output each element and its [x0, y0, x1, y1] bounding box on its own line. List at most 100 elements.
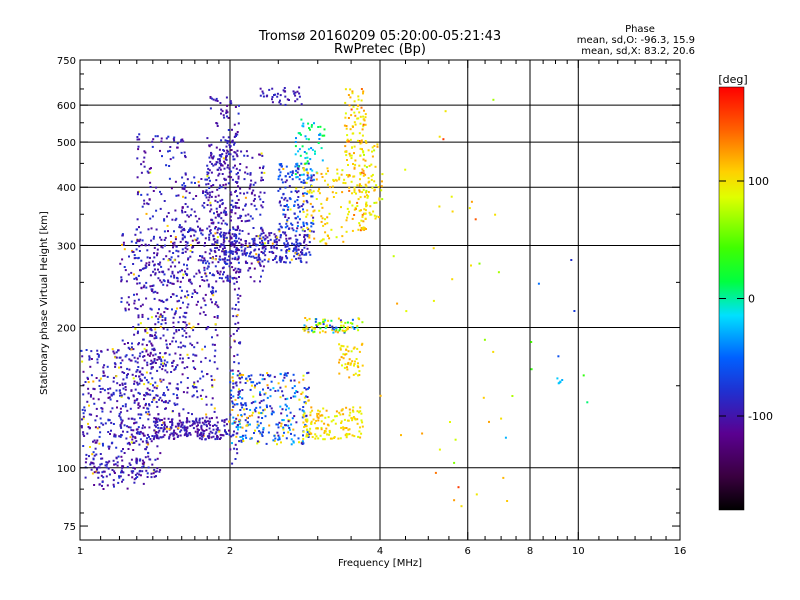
data-point — [261, 239, 263, 242]
data-point — [296, 191, 298, 194]
data-point — [189, 214, 192, 217]
data-point — [483, 338, 486, 341]
data-point — [284, 226, 287, 229]
data-point — [278, 101, 281, 104]
data-point — [358, 430, 361, 433]
data-point — [210, 97, 213, 100]
data-point — [92, 380, 95, 383]
data-point — [189, 281, 192, 284]
data-point — [308, 386, 310, 389]
data-point — [248, 255, 251, 258]
data-point — [368, 211, 371, 214]
data-point — [353, 363, 356, 365]
data-point — [320, 239, 323, 242]
data-point — [237, 308, 240, 311]
x-tick-label: 8 — [527, 546, 533, 557]
data-point — [230, 435, 233, 438]
data-point — [185, 311, 188, 314]
data-point — [249, 183, 252, 186]
data-point — [136, 431, 139, 434]
data-point — [120, 395, 123, 398]
data-point — [335, 192, 338, 194]
data-point — [170, 432, 173, 435]
data-point — [163, 422, 166, 425]
data-point — [182, 273, 185, 276]
data-point — [168, 165, 171, 167]
data-point — [136, 432, 139, 435]
data-point — [185, 430, 188, 433]
data-point — [93, 388, 96, 391]
data-point — [312, 418, 315, 421]
data-point — [152, 291, 155, 294]
data-point — [250, 374, 253, 377]
data-point — [375, 184, 378, 187]
data-point — [98, 442, 101, 445]
data-point — [261, 228, 264, 231]
data-point — [351, 146, 353, 149]
data-point — [273, 241, 276, 244]
data-point — [220, 217, 223, 220]
data-point — [292, 229, 295, 232]
data-point — [310, 420, 313, 423]
data-point — [243, 413, 246, 416]
data-point — [87, 426, 90, 428]
data-point — [180, 296, 183, 299]
data-point — [193, 420, 196, 423]
data-point — [322, 407, 325, 410]
data-point — [236, 181, 238, 184]
data-point — [242, 244, 245, 247]
data-point — [242, 434, 244, 437]
data-point — [100, 462, 103, 465]
data-point — [149, 217, 152, 220]
data-point — [207, 167, 210, 170]
data-point — [303, 169, 306, 172]
data-point — [142, 432, 145, 435]
data-point — [208, 252, 211, 255]
data-point — [263, 171, 266, 174]
data-point — [282, 213, 285, 216]
data-point — [196, 380, 199, 383]
data-point — [298, 218, 301, 221]
data-point — [351, 417, 354, 420]
data-point — [296, 90, 299, 93]
data-point — [224, 276, 227, 279]
data-point — [187, 231, 189, 233]
data-point — [167, 388, 170, 391]
data-point — [360, 171, 363, 174]
data-point — [137, 391, 140, 394]
data-point — [87, 387, 90, 390]
data-point — [187, 257, 190, 260]
data-point — [208, 238, 211, 241]
data-point — [312, 210, 315, 213]
data-point — [99, 391, 102, 394]
data-point — [244, 434, 247, 437]
data-point — [91, 453, 94, 456]
data-point — [152, 438, 155, 441]
data-point — [359, 154, 362, 157]
data-point — [290, 432, 292, 435]
data-point — [302, 430, 305, 433]
data-point — [284, 181, 287, 184]
data-point — [256, 442, 259, 445]
data-point — [82, 417, 85, 420]
data-point — [300, 181, 303, 184]
data-point — [159, 427, 162, 430]
data-point — [118, 356, 121, 359]
data-point — [259, 87, 262, 90]
data-point — [343, 178, 346, 181]
data-point — [201, 348, 204, 351]
data-point — [136, 361, 139, 364]
data-point — [315, 435, 318, 438]
data-point — [136, 332, 139, 335]
data-point — [145, 297, 148, 300]
data-point — [181, 184, 184, 187]
y-tick-label: 75 — [63, 522, 76, 533]
data-point — [185, 420, 188, 423]
data-point — [141, 205, 144, 208]
data-point — [269, 405, 272, 408]
data-point — [157, 321, 160, 324]
data-point — [139, 322, 142, 325]
data-point — [216, 201, 219, 204]
data-point — [161, 246, 164, 249]
data-point — [201, 255, 204, 258]
